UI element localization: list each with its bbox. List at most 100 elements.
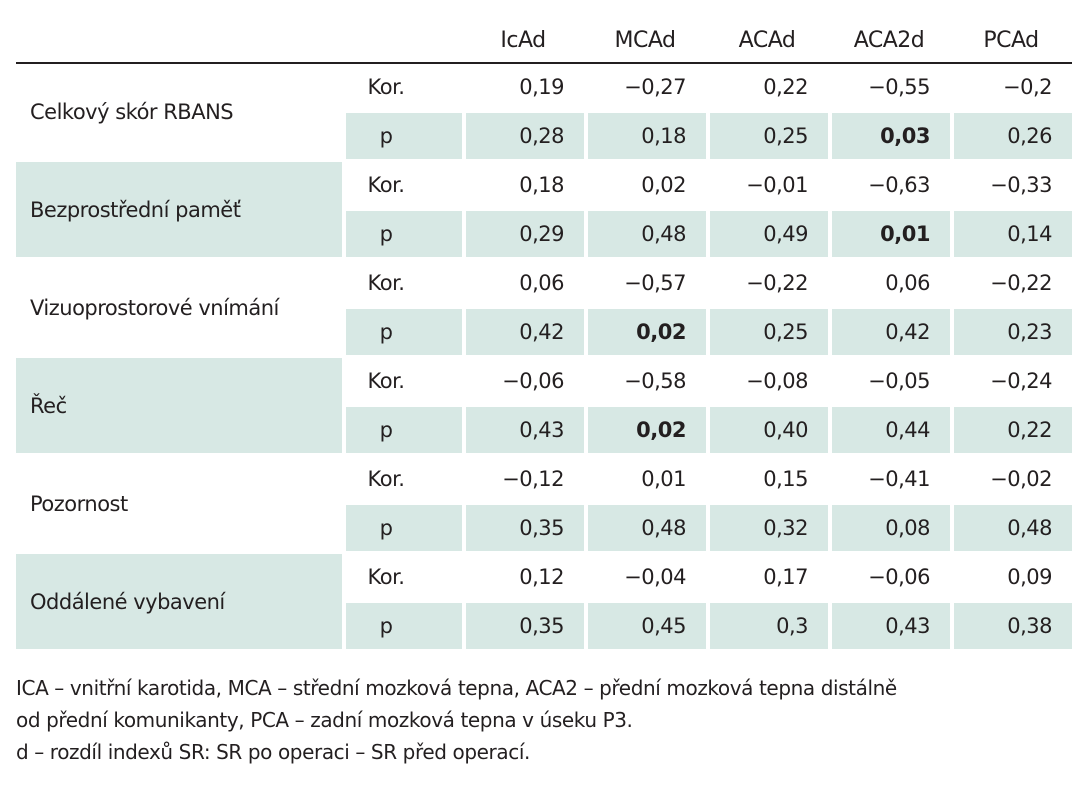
table-row: p 0,43 0,02 0,40 0,44 0,22 — [16, 407, 1072, 456]
table-cell: −0,33 — [950, 162, 1072, 211]
stat-label: Kor. — [342, 64, 462, 113]
table-cell: 0,17 — [706, 554, 828, 603]
table-row: Vizuoprostorové vnímání Kor. 0,06 −0,57 −0,2… — [16, 260, 1072, 358]
table-row: p 0,35 0,48 0,32 0,08 0,48 — [16, 505, 1072, 554]
table-cell: 0,09 — [950, 554, 1072, 603]
table-cell: 0,02 — [584, 162, 706, 211]
table-row: Bezprostřední paměť Kor. 0,18 0,02 −0,01 −0,6… — [16, 162, 1072, 260]
footnote-line: od přední komunikanty, PCA – zadní mozko… — [16, 708, 633, 732]
table-cell: 0,25 — [706, 309, 828, 358]
table-cell: −0,27 — [584, 64, 706, 113]
table-cell: 0,18 — [584, 113, 706, 162]
column-header: MCAd — [584, 18, 706, 64]
table-row: p 0,42 0,02 0,25 0,42 0,23 — [16, 309, 1072, 358]
column-header: ACAd — [706, 18, 828, 64]
table-cell: −0,41 — [828, 456, 950, 505]
table-cell: 0,02 — [584, 407, 706, 456]
table-cell: 0,01 — [828, 211, 950, 260]
table-cell: −0,63 — [828, 162, 950, 211]
stat-label: Kor. — [342, 554, 462, 603]
table-cell: 0,19 — [462, 64, 584, 113]
table-cell: −0,06 — [828, 554, 950, 603]
table-cell: 0,06 — [462, 260, 584, 309]
table-cell: 0,48 — [950, 505, 1072, 554]
table-cell: −0,08 — [706, 358, 828, 407]
table-cell: 0,28 — [462, 113, 584, 162]
table-cell: 0,43 — [828, 603, 950, 652]
footnotes: ICA – vnitřní karotida, MCA – střední mo… — [16, 672, 1076, 768]
stat-label: Kor. — [342, 358, 462, 407]
table-row: p 0,35 0,45 0,3 0,43 0,38 — [16, 603, 1072, 652]
stat-label: Kor. — [342, 456, 462, 505]
table-cell: 0,22 — [706, 64, 828, 113]
table-cell: 0,38 — [950, 603, 1072, 652]
column-header: PCAd — [950, 18, 1072, 64]
table-cell: −0,57 — [584, 260, 706, 309]
table-cell: −0,01 — [706, 162, 828, 211]
stat-label: p — [342, 113, 462, 162]
table-cell: 0,49 — [706, 211, 828, 260]
table-cell: 0,43 — [462, 407, 584, 456]
table-cell: 0,06 — [828, 260, 950, 309]
table-cell: 0,35 — [462, 505, 584, 554]
stat-label: p — [342, 603, 462, 652]
footnote-line: ICA – vnitřní karotida, MCA – střední mo… — [16, 676, 897, 700]
table-cell: −0,06 — [462, 358, 584, 407]
table-row: p 0,29 0,48 0,49 0,01 0,14 — [16, 211, 1072, 260]
table-cell: 0,03 — [828, 113, 950, 162]
table-cell: 0,18 — [462, 162, 584, 211]
table-cell: 0,44 — [828, 407, 950, 456]
row-group-label: Celkový skór RBANS — [16, 64, 342, 162]
table-cell: −0,22 — [950, 260, 1072, 309]
table-cell: −0,58 — [584, 358, 706, 407]
stat-label: p — [342, 407, 462, 456]
header-corner — [16, 18, 342, 64]
row-group-label: Vizuoprostorové vnímání — [16, 260, 342, 358]
footnote-line: d – rozdíl indexů SR: SR po operaci – SR… — [16, 740, 530, 764]
table-row: Celkový skór RBANS Kor. 0,19 −0,27 0,22 −0,55… — [16, 64, 1072, 162]
table-cell: −0,04 — [584, 554, 706, 603]
table-cell: −0,22 — [706, 260, 828, 309]
table-cell: −0,02 — [950, 456, 1072, 505]
correlation-table: IcAd MCAd ACAd ACA2d PCAd Celkový skór R… — [16, 18, 1072, 652]
table-cell: −0,55 — [828, 64, 950, 113]
table-row: Pozornost Kor. −0,12 0,01 0,15 −0,41 −0,02 — [16, 456, 1072, 554]
table-cell: 0,26 — [950, 113, 1072, 162]
table-cell: 0,14 — [950, 211, 1072, 260]
row-group-label: Řeč — [16, 358, 342, 456]
table-row: Řeč Kor. −0,06 −0,58 −0,08 −0,05 −0,24 — [16, 358, 1072, 456]
table-cell: 0,22 — [950, 407, 1072, 456]
row-group-label: Oddálené vybavení — [16, 554, 342, 652]
table-cell: 0,42 — [828, 309, 950, 358]
row-group-label: Pozornost — [16, 456, 342, 554]
table-cell: 0,42 — [462, 309, 584, 358]
table-cell: 0,02 — [584, 309, 706, 358]
table-cell: 0,40 — [706, 407, 828, 456]
table-row: Oddálené vybavení Kor. 0,12 −0,04 0,17 −0,06 0… — [16, 554, 1072, 652]
stat-label: p — [342, 505, 462, 554]
table-cell: −0,12 — [462, 456, 584, 505]
table-cell: 0,35 — [462, 603, 584, 652]
table-cell: 0,23 — [950, 309, 1072, 358]
table-cell: 0,48 — [584, 211, 706, 260]
table-cell: 0,01 — [584, 456, 706, 505]
table-cell: 0,48 — [584, 505, 706, 554]
table-cell: 0,12 — [462, 554, 584, 603]
table-cell: 0,45 — [584, 603, 706, 652]
column-header: IcAd — [462, 18, 584, 64]
table-cell: −0,05 — [828, 358, 950, 407]
stat-label: Kor. — [342, 260, 462, 309]
column-header: ACA2d — [828, 18, 950, 64]
row-group-label: Bezprostřední paměť — [16, 162, 342, 260]
table-cell: −0,2 — [950, 64, 1072, 113]
table-cell: 0,32 — [706, 505, 828, 554]
header-stat — [342, 18, 462, 64]
table-row: p 0,28 0,18 0,25 0,03 0,26 — [16, 113, 1072, 162]
stat-label: p — [342, 309, 462, 358]
stat-label: Kor. — [342, 162, 462, 211]
table-cell: 0,29 — [462, 211, 584, 260]
table-cell: −0,24 — [950, 358, 1072, 407]
table-header-row: IcAd MCAd ACAd ACA2d PCAd — [16, 18, 1072, 64]
table-cell: 0,25 — [706, 113, 828, 162]
table-cell: 0,08 — [828, 505, 950, 554]
